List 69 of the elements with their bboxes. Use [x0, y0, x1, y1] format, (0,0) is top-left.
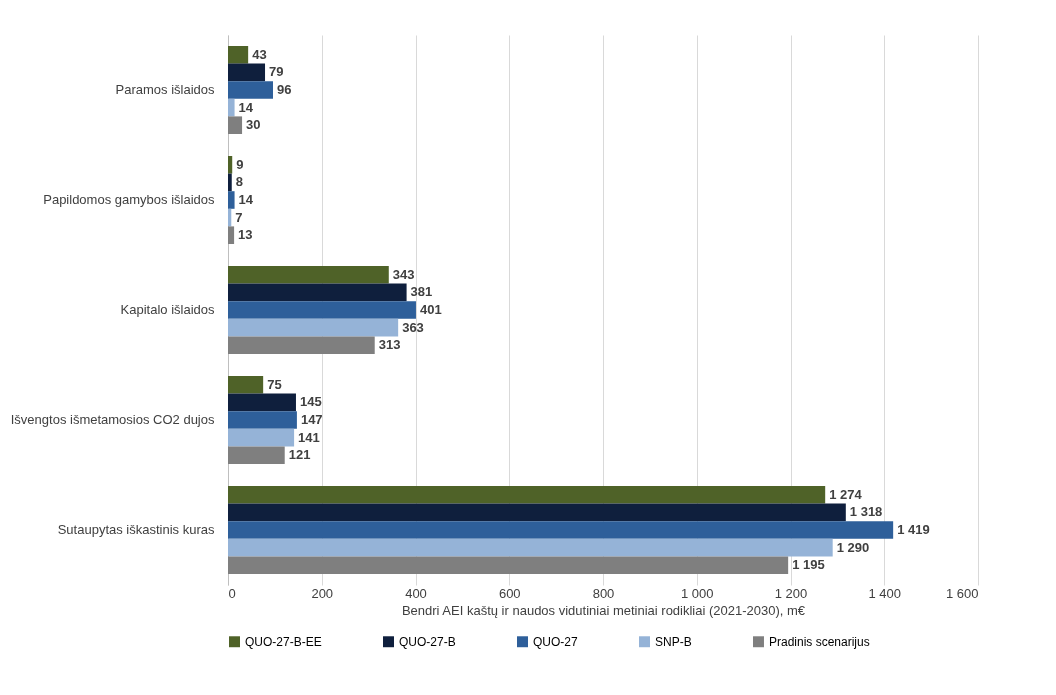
data-label: 1 195	[792, 557, 825, 573]
bar	[228, 116, 243, 134]
bar	[228, 283, 407, 302]
bar	[228, 318, 399, 337]
legend-label: SNP-B	[655, 634, 692, 649]
bar	[228, 556, 789, 574]
bar	[228, 538, 833, 557]
bar	[228, 503, 846, 522]
data-label: 363	[402, 319, 424, 335]
legend-label: QUO-27-B-EE	[245, 634, 322, 649]
data-label: 1 419	[897, 522, 930, 537]
x-axis-title: Bendri AEI kaštų ir naudos vidutiniai metiniai rodikliai (2021-2030), m€	[401, 602, 806, 618]
bar	[228, 486, 826, 504]
bar	[228, 226, 235, 244]
data-label: 14	[238, 99, 254, 115]
x-tick-label: 400	[405, 585, 427, 601]
y-tick-label: Kapitalo išlaidos	[120, 302, 215, 317]
data-label: 43	[252, 46, 267, 62]
legend-label: QUO-27	[533, 634, 578, 649]
bar	[228, 376, 264, 394]
y-tick-label: Paramos išlaidos	[115, 82, 215, 97]
bar	[228, 521, 894, 539]
bar	[228, 446, 285, 464]
legend-label: Pradinis scenarijus	[769, 634, 870, 649]
bar	[228, 156, 233, 174]
legend-label: QUO-27-B	[399, 634, 456, 649]
data-label: 145	[299, 394, 322, 410]
data-label: 121	[288, 447, 311, 463]
bar	[228, 411, 297, 429]
data-label: 1 274	[829, 486, 863, 502]
y-tick-label: Sutaupytas iškastinis kuras	[57, 522, 215, 537]
data-label: 141	[298, 429, 320, 445]
data-label: 8	[235, 174, 243, 190]
bar	[228, 191, 235, 209]
data-label: 7	[235, 209, 243, 225]
data-label: 30	[246, 117, 261, 133]
data-label: 401	[419, 302, 442, 317]
bar	[228, 393, 296, 412]
data-label: 1 318	[849, 504, 883, 520]
x-tick-label: 1 000	[680, 585, 714, 601]
x-tick-label: 1 600	[945, 585, 979, 601]
bar	[228, 301, 416, 319]
data-label: 14	[238, 192, 254, 207]
bar	[228, 336, 375, 354]
x-tick-label: 200	[311, 585, 334, 601]
bar	[228, 173, 232, 192]
data-label: 147	[300, 412, 323, 427]
data-label: 96	[277, 82, 292, 97]
x-tick-label: 800	[592, 585, 615, 601]
data-label: 343	[392, 266, 415, 282]
data-label: 9	[236, 156, 244, 172]
data-label: 381	[410, 284, 433, 300]
bar	[228, 98, 235, 117]
bar	[228, 428, 295, 447]
bar	[228, 63, 266, 82]
data-label: 13	[238, 227, 253, 243]
y-tick-label: Išvengtos išmetamosios CO2 dujos	[10, 412, 215, 427]
x-tick-label: 0	[228, 585, 236, 601]
bar	[228, 266, 389, 284]
data-label: 313	[378, 337, 401, 353]
data-label: 75	[267, 376, 282, 392]
x-tick-label: 1 400	[868, 585, 902, 601]
data-label: 79	[269, 64, 284, 80]
bar	[228, 81, 273, 99]
y-tick-label: Papildomos gamybos išlaidos	[43, 192, 215, 207]
x-tick-label: 1 200	[774, 585, 808, 601]
bar	[228, 46, 249, 64]
x-tick-label: 600	[498, 585, 521, 601]
data-label: 1 290	[836, 539, 870, 555]
